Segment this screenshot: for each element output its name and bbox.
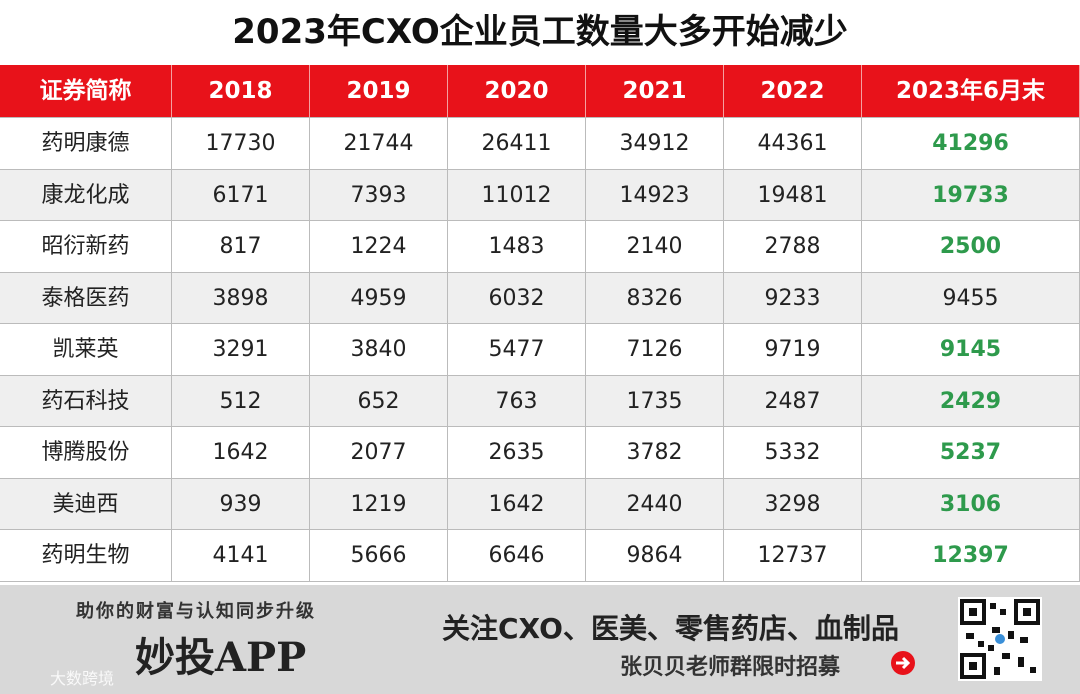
company-name: 昭衍新药 (0, 221, 172, 273)
value-cell: 44361 (724, 118, 862, 170)
company-name: 美迪西 (0, 478, 172, 531)
value-cell: 8326 (586, 272, 724, 325)
value-cell: 2077 (310, 427, 448, 479)
value-cell: 6646 (448, 530, 586, 582)
header-cell: 2021 (586, 65, 724, 118)
value-cell: 1224 (310, 221, 448, 273)
header-cell: 2023年6月末 (862, 65, 1080, 118)
value-cell: 2500 (862, 221, 1080, 273)
company-name: 药明生物 (0, 530, 172, 582)
value-cell: 1642 (448, 478, 586, 531)
company-name: 康龙化成 (0, 169, 172, 222)
topics: 关注CXO、医美、零售药店、血制品 (442, 612, 899, 645)
value-cell: 19481 (724, 169, 862, 222)
slogan: 助你的财富与认知同步升级 (76, 601, 316, 622)
footer-banner: 助你的财富与认知同步升级 妙投APP 大数跨境 关注CXO、医美、零售药店、血制… (0, 585, 1080, 694)
value-cell: 3106 (862, 478, 1080, 531)
value-cell: 939 (172, 478, 310, 531)
header-cell: 2022 (724, 65, 862, 118)
qr-code (958, 597, 1042, 681)
value-cell: 2788 (724, 221, 862, 273)
value-cell: 14923 (586, 169, 724, 222)
value-cell: 9864 (586, 530, 724, 582)
value-cell: 3782 (586, 427, 724, 479)
value-cell: 2635 (448, 427, 586, 479)
value-cell: 21744 (310, 118, 448, 170)
value-cell: 1219 (310, 478, 448, 531)
value-cell: 11012 (448, 169, 586, 222)
value-cell: 12737 (724, 530, 862, 582)
value-cell: 7393 (310, 169, 448, 222)
value-cell: 5477 (448, 324, 586, 376)
company-name: 凯莱英 (0, 324, 172, 376)
header-cell: 证券简称 (0, 65, 172, 118)
value-cell: 2440 (586, 478, 724, 531)
company-name: 药石科技 (0, 375, 172, 428)
watermark: 大数跨境 (50, 669, 115, 688)
value-cell: 3291 (172, 324, 310, 376)
value-cell: 6032 (448, 272, 586, 325)
value-cell: 5332 (724, 427, 862, 479)
value-cell: 1483 (448, 221, 586, 273)
value-cell: 6171 (172, 169, 310, 222)
value-cell: 817 (172, 221, 310, 273)
value-cell: 4141 (172, 530, 310, 582)
value-cell: 7126 (586, 324, 724, 376)
value-cell: 3898 (172, 272, 310, 325)
value-cell: 19733 (862, 169, 1080, 222)
value-cell: 12397 (862, 530, 1080, 582)
value-cell: 2429 (862, 375, 1080, 428)
value-cell: 9233 (724, 272, 862, 325)
company-name: 博腾股份 (0, 427, 172, 479)
header-cell: 2020 (448, 65, 586, 118)
recruit: 张贝贝老师群限时招募 (620, 655, 841, 680)
arrow-icon (891, 651, 915, 675)
value-cell: 34912 (586, 118, 724, 170)
value-cell: 512 (172, 375, 310, 428)
title: 2023年CXO企业员工数量大多开始减少 (232, 12, 848, 52)
value-cell: 1735 (586, 375, 724, 428)
value-cell: 9719 (724, 324, 862, 376)
value-cell: 9145 (862, 324, 1080, 376)
value-cell: 9455 (862, 272, 1080, 325)
value-cell: 1642 (172, 427, 310, 479)
company-name: 药明康德 (0, 118, 172, 170)
value-cell: 5666 (310, 530, 448, 582)
value-cell: 41296 (862, 118, 1080, 170)
value-cell: 3840 (310, 324, 448, 376)
company-name: 泰格医药 (0, 272, 172, 325)
value-cell: 5237 (862, 427, 1080, 479)
header-cell: 2018 (172, 65, 310, 118)
value-cell: 2487 (724, 375, 862, 428)
value-cell: 4959 (310, 272, 448, 325)
value-cell: 3298 (724, 478, 862, 531)
header-cell: 2019 (310, 65, 448, 118)
value-cell: 763 (448, 375, 586, 428)
value-cell: 652 (310, 375, 448, 428)
value-cell: 26411 (448, 118, 586, 170)
brand: 妙投APP (135, 634, 307, 681)
value-cell: 17730 (172, 118, 310, 170)
value-cell: 2140 (586, 221, 724, 273)
